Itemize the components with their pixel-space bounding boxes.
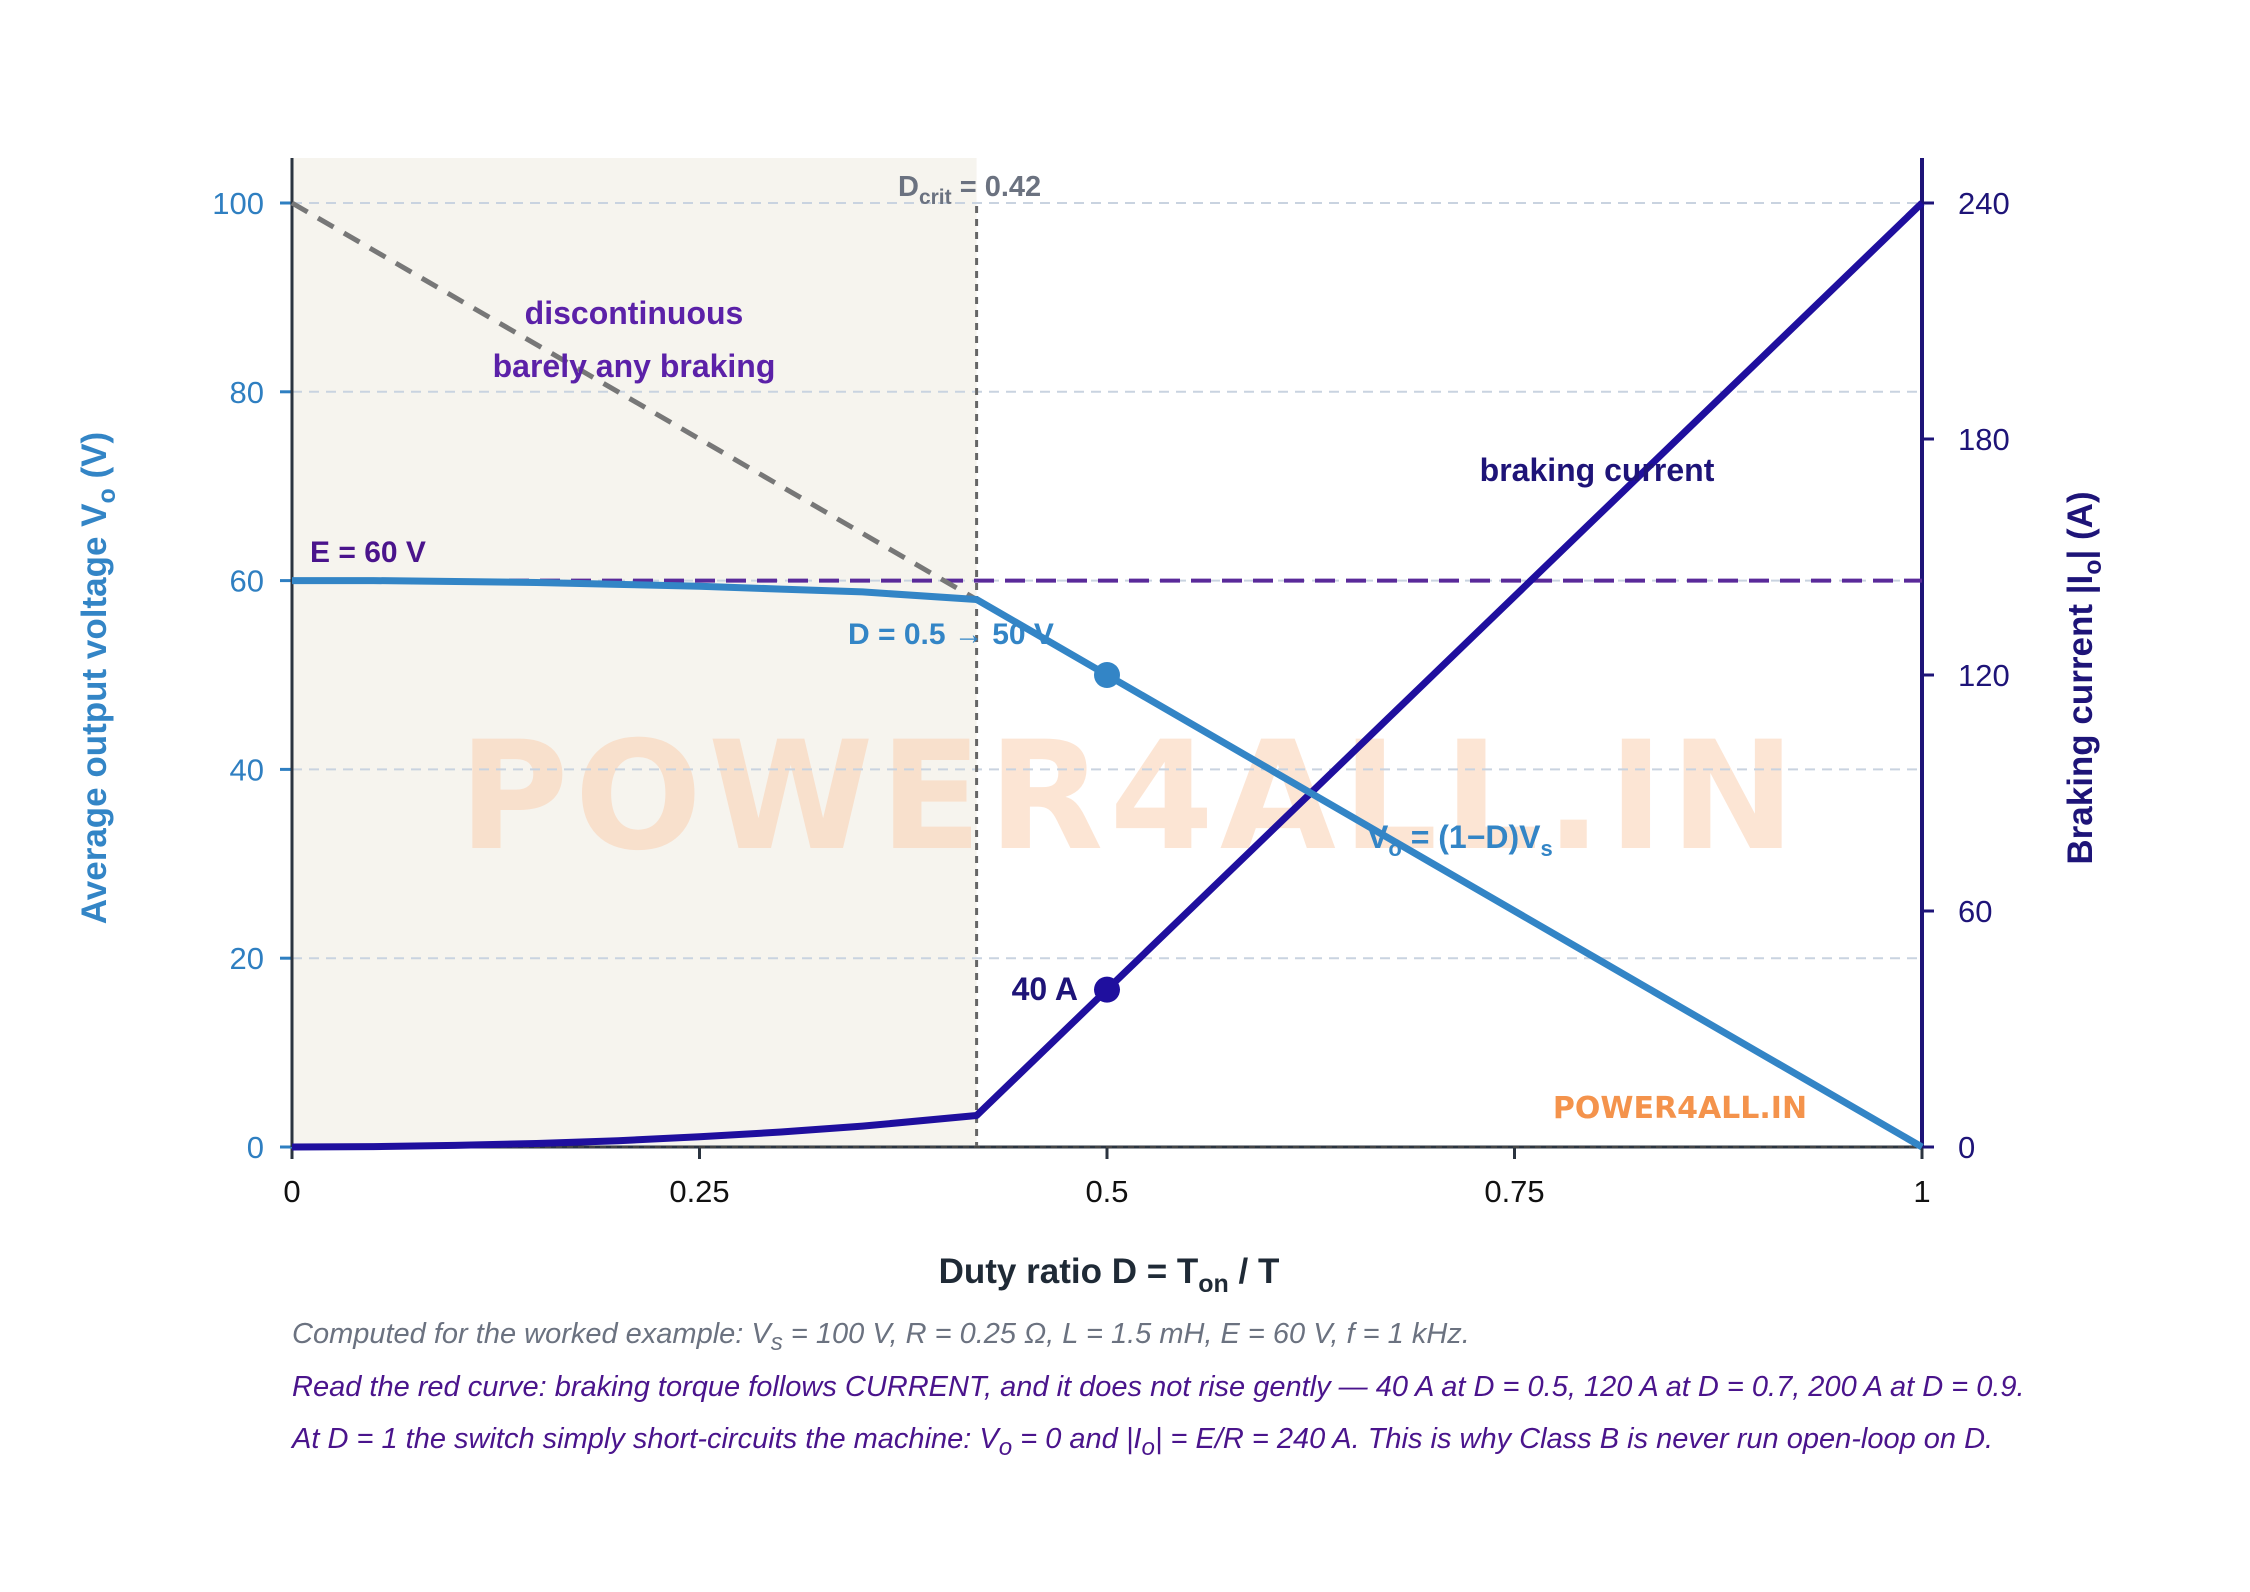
y-left-tick-label: 20 (230, 941, 264, 976)
caption-line-3: At D = 1 the switch simply short-circuit… (292, 1423, 1994, 1461)
y-left-tick-label: 80 (230, 375, 264, 410)
logo-text: POWER4ALL.IN (1553, 1091, 1807, 1126)
x-tick-label: 0.25 (669, 1174, 729, 1209)
caption-line-2: Read the red curve: braking torque follo… (292, 1371, 2025, 1403)
y-right-tick-label: 120 (1958, 658, 2010, 693)
x-axis-title: Duty ratio D = Ton / T (939, 1252, 1280, 1298)
y-axis-left-title: Average output voltage Vo (V) (75, 432, 121, 924)
voltage-series-line (292, 577, 1924, 1151)
current-marker (1094, 976, 1120, 1003)
reference-lines (292, 206, 1922, 1147)
y-left-tick-label: 60 (230, 564, 264, 599)
region-label-line2: barely any braking (493, 348, 776, 384)
d-crit-label: Dcrit = 0.42 (898, 171, 1041, 209)
y-right-tick-label: 180 (1958, 422, 2010, 457)
y-right-tick-label: 0 (1958, 1130, 1975, 1165)
x-tick-label: 0.5 (1085, 1174, 1128, 1209)
y-left-tick-label: 40 (230, 752, 264, 787)
data-series (290, 200, 1925, 1151)
x-tick-label: 0 (283, 1174, 300, 1209)
y-left-tick-label: 100 (212, 186, 264, 221)
y-right-tick-label: 240 (1958, 186, 2010, 221)
y-right-tick-label: 60 (1958, 894, 1992, 929)
x-tick-label: 1 (1913, 1174, 1930, 1209)
voltage-marker (1094, 662, 1120, 688)
caption-line-1: Computed for the worked example: Vs = 10… (292, 1318, 1470, 1356)
x-tick-label: 0.75 (1484, 1174, 1544, 1209)
current-series-line (291, 200, 1925, 1151)
current-marker-label: 40 A (1012, 971, 1078, 1007)
region-label-line1: discontinuous (525, 295, 744, 331)
voltage-series-label: Vo = (1−D)Vs (1367, 819, 1553, 861)
y-left-tick-label: 0 (247, 1130, 264, 1165)
discontinuous-region-shade (292, 158, 977, 1147)
ideal-voltage-line (290, 200, 978, 602)
y-axis-right-title: Braking current |Io| (A) (2061, 491, 2107, 864)
data-markers (1094, 662, 1120, 1003)
voltage-marker-label: D = 0.5 → 50 V (848, 618, 1054, 651)
watermark: POWER4ALL.IN (459, 710, 1802, 884)
emf-label: E = 60 V (310, 536, 426, 569)
current-series-label: braking current (1480, 452, 1715, 488)
